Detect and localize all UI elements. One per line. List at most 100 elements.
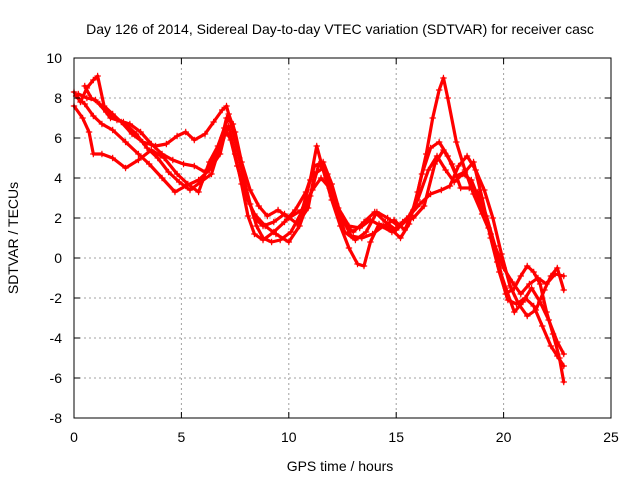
series-4-point-35 <box>410 214 417 222</box>
series-2-point-54 <box>560 362 567 370</box>
y-tick-label: 6 <box>54 130 62 146</box>
series-4-point-10 <box>169 156 177 164</box>
series-1-point-37 <box>360 262 368 270</box>
series-5-point-6 <box>133 130 140 138</box>
series-2-point-32 <box>369 230 376 238</box>
series-5-point-43 <box>485 224 492 232</box>
series-layer <box>70 72 567 386</box>
series-4-point-13 <box>201 168 209 176</box>
series-1-point-38 <box>367 238 374 246</box>
series-4-point-12 <box>191 162 198 170</box>
series-1-point-18 <box>219 106 226 114</box>
series-3-point-50 <box>541 286 548 294</box>
series-4-point-16 <box>225 110 232 118</box>
series-1-point-15 <box>191 136 198 144</box>
series-5-point-52 <box>560 350 567 358</box>
series-1-point-49 <box>453 138 460 146</box>
chart-title: Day 126 of 2014, Sidereal Day-to-day VTE… <box>86 21 594 37</box>
series-5-point-50 <box>545 316 552 324</box>
series-4-point-20 <box>255 202 262 210</box>
series-2-point-19 <box>244 212 252 220</box>
series-5-point-20 <box>259 222 267 230</box>
series-4-point-38 <box>440 146 447 154</box>
series-3-point-17 <box>227 136 235 144</box>
series-3-point-39 <box>446 182 454 190</box>
series-5-point-8 <box>154 154 161 162</box>
series-5-point-21 <box>270 218 277 226</box>
series-5-point-9 <box>165 168 172 176</box>
series-4-point-52 <box>560 272 567 280</box>
series-5-point-7 <box>143 144 151 152</box>
series-5-point-15 <box>223 114 230 122</box>
series-5-point-48 <box>528 284 535 292</box>
series-5-point-25 <box>311 170 318 178</box>
series-4-point-22 <box>274 206 282 214</box>
series-3-point-41 <box>463 152 471 160</box>
series-5-point-42 <box>476 198 484 206</box>
series-5-point-38 <box>442 166 449 174</box>
series-3-point-13 <box>195 188 202 196</box>
series-1-point-14 <box>182 128 189 136</box>
series-5-point-46 <box>511 308 518 316</box>
series-1-point-19 <box>223 102 230 110</box>
series-4-point-49 <box>534 274 542 282</box>
series-1-point-48 <box>444 94 451 102</box>
series-3-point-40 <box>455 162 462 170</box>
series-5-point-26 <box>319 164 327 172</box>
series-5-point-19 <box>251 214 258 222</box>
series-2-point-6 <box>122 138 129 146</box>
series-3-point-26 <box>315 160 323 168</box>
series-5-point-23 <box>294 220 301 228</box>
series-5-point-12 <box>197 178 204 186</box>
series-5-point-29 <box>350 228 357 236</box>
series-2-point-4 <box>98 120 106 128</box>
series-2-point-38 <box>427 144 434 152</box>
series-1-point-13 <box>173 132 181 140</box>
series-5-point-17 <box>236 154 243 162</box>
series-3-point-42 <box>472 166 479 174</box>
series-4-point-8 <box>148 140 155 148</box>
series-2-point-25 <box>302 188 310 196</box>
series-5-point-37 <box>433 152 441 160</box>
series-5-point-2 <box>87 94 95 102</box>
y-tick-label: 10 <box>46 50 62 66</box>
series-2-point-51 <box>539 322 546 330</box>
y-tick-label: -4 <box>50 330 63 346</box>
series-3-point-46 <box>506 282 514 290</box>
series-3-point-2 <box>79 114 86 122</box>
grid-layer <box>74 58 611 418</box>
series-3-point-5 <box>98 150 106 158</box>
series-2-point-7 <box>135 150 142 158</box>
series-3-point-11 <box>173 170 181 178</box>
series-5-point-30 <box>360 218 368 226</box>
series-3-point-49 <box>532 306 540 314</box>
y-tick-label: 4 <box>54 170 62 186</box>
series-4-point-47 <box>517 290 524 298</box>
series-2-point-27 <box>319 158 327 166</box>
series-3-point-4 <box>90 150 97 158</box>
series-1-point-60 <box>536 280 544 288</box>
x-tick-label: 25 <box>603 429 619 445</box>
x-tick-label: 0 <box>70 429 78 445</box>
series-4-point-24 <box>298 206 305 214</box>
series-3-point-29 <box>341 228 348 236</box>
series-3-point-31 <box>362 228 370 236</box>
x-tick-label: 20 <box>496 429 512 445</box>
series-4-point-36 <box>420 202 428 210</box>
series-2-point-21 <box>259 236 267 244</box>
series-1-point-28 <box>287 228 295 236</box>
series-5-point-33 <box>393 226 400 234</box>
series-1-point-47 <box>440 74 447 82</box>
series-5-point-24 <box>304 204 312 212</box>
series-5-point-4 <box>107 114 114 122</box>
series-2-point-39 <box>435 138 443 146</box>
series-1-point-58 <box>524 262 531 270</box>
series-3-point-38 <box>438 186 445 194</box>
series-2-point-3 <box>90 112 97 120</box>
series-3-point-30 <box>352 236 359 244</box>
x-tick-label: 10 <box>281 429 297 445</box>
series-1-point-64 <box>560 378 567 386</box>
series-3-point-22 <box>272 230 280 238</box>
series-2-point-5 <box>109 126 116 134</box>
series-4-point-51 <box>551 270 559 278</box>
